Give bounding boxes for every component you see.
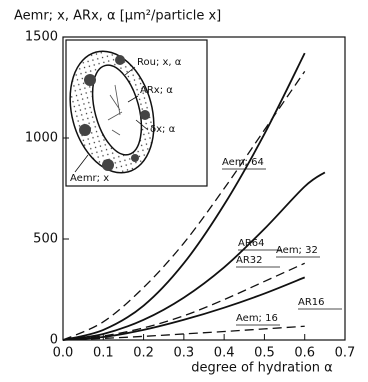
- plot-frame: [62, 36, 346, 341]
- series-label: AR32: [236, 255, 263, 266]
- x-tick-label: 0.3: [174, 346, 195, 361]
- x-tick-label: 0.4: [214, 346, 235, 361]
- x-tick-label: 0.2: [133, 346, 154, 361]
- y-tick-label: 1000: [25, 131, 58, 146]
- inset-label: δx; α: [150, 124, 176, 135]
- x-axis-label: degree of hydration α: [191, 361, 332, 376]
- inset-label: ARx; α: [140, 85, 173, 96]
- y-tick-label: 500: [33, 232, 58, 247]
- x-tick-label: 0.7: [335, 346, 356, 361]
- series-line: [62, 325, 305, 341]
- x-tick-label: 0.6: [294, 346, 315, 361]
- inset-label: Aemr; x: [70, 173, 109, 184]
- x-tick-label: 0.0: [53, 346, 74, 361]
- series-line: [62, 52, 306, 341]
- series-label: Aem; 16: [236, 313, 278, 324]
- y-tick-label: 0: [50, 333, 58, 348]
- series-line: [62, 276, 306, 341]
- y-tick-label: 1500: [25, 30, 58, 45]
- chart-title: Aemr; x, ARx, α [μm²/particle x]: [14, 9, 221, 24]
- series-line: [62, 262, 305, 341]
- inset-label: Rou; x, α: [137, 57, 182, 68]
- inset-diagram: [65, 39, 208, 187]
- series-label: AR16: [298, 297, 325, 308]
- series-line: [62, 171, 326, 341]
- series-label: Aem; 64: [222, 157, 264, 168]
- x-tick-label: 0.1: [93, 346, 114, 361]
- series-label: AR64: [238, 238, 265, 249]
- series-label: Aem; 32: [276, 245, 318, 256]
- series-line: [62, 70, 306, 341]
- x-tick-label: 0.5: [254, 346, 275, 361]
